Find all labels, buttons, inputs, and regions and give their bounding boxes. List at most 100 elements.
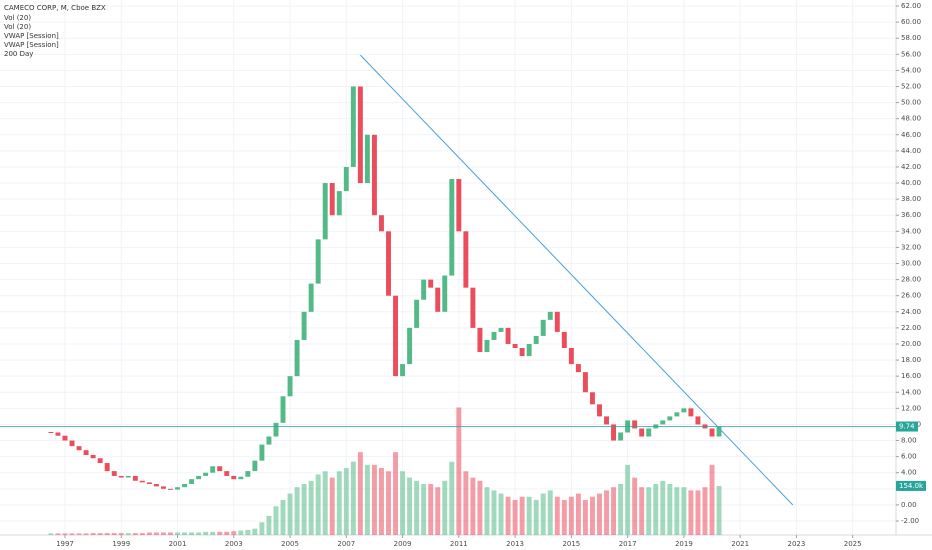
indicator-label: VWAP [Session] [4, 41, 59, 49]
volume-bar [632, 477, 638, 535]
y-tick-label: 34.00 [901, 227, 921, 235]
volume-bar [491, 490, 497, 535]
volume-bar [702, 487, 708, 535]
candle [160, 486, 166, 489]
volume-bar [498, 493, 504, 535]
volume-bar [512, 499, 518, 535]
y-tick-label: 56.00 [901, 50, 921, 58]
y-tick-label: 18.00 [901, 356, 921, 364]
y-tick-label: 16.00 [901, 372, 921, 380]
x-tick-label: 2009 [394, 540, 412, 548]
candle [435, 287, 441, 312]
y-tick-label: 26.00 [901, 292, 921, 300]
candle [69, 440, 75, 447]
volume-bar [618, 484, 624, 535]
volume-bar [97, 533, 103, 535]
volume-bar [168, 532, 173, 535]
price-tag-label: 9.74 [899, 423, 915, 431]
volume-bar [449, 461, 455, 535]
volume-bar [301, 484, 307, 535]
candle [48, 431, 54, 433]
volume-bar [294, 487, 300, 535]
volume-bar [611, 487, 617, 535]
volume-bar [76, 533, 82, 535]
volume-bar [55, 533, 61, 535]
volume-bar [716, 485, 722, 535]
candle [695, 416, 701, 425]
candle [491, 331, 497, 340]
x-tick-label: 1999 [112, 540, 130, 548]
candle [533, 335, 539, 344]
x-tick-label: 2023 [787, 540, 805, 548]
y-tick-label: 36.00 [901, 211, 921, 219]
volume-bar [308, 480, 314, 535]
candle [414, 299, 420, 328]
candle [660, 420, 666, 425]
candle [688, 408, 694, 417]
volume-bar [182, 532, 188, 535]
candle [104, 463, 110, 472]
volume-bar [400, 471, 406, 535]
candle [350, 86, 356, 167]
x-tick-label: 2021 [731, 540, 749, 548]
volume-bar [245, 529, 251, 535]
volume-bar [575, 493, 581, 535]
candle [568, 348, 574, 365]
volume-bar [421, 484, 427, 535]
indicator-label: Vol (20) [4, 23, 31, 31]
candle [343, 166, 349, 192]
volume-bar [477, 480, 483, 535]
volume-bar [470, 477, 476, 535]
candle [400, 364, 406, 377]
volume-bar [456, 407, 462, 535]
volume-bar [153, 532, 159, 535]
candle [259, 444, 265, 461]
candle [611, 424, 617, 441]
volume-bar [111, 533, 117, 535]
candle [540, 319, 546, 336]
candle [470, 287, 476, 328]
candle [83, 450, 89, 456]
y-tick-label: 40.00 [901, 179, 921, 187]
y-tick-label: 44.00 [901, 147, 921, 155]
volume-bar [435, 487, 441, 535]
volume-bar [393, 452, 398, 535]
candle [407, 327, 413, 365]
volume-bar [681, 487, 687, 535]
volume-bar [554, 496, 560, 535]
candle [132, 475, 138, 481]
volume-bar [484, 487, 490, 535]
volume-bar [160, 532, 166, 535]
candle [280, 396, 286, 423]
volume-bar [104, 533, 110, 535]
candle [111, 471, 117, 476]
volume-bar [505, 496, 511, 535]
y-tick-label: 38.00 [901, 195, 921, 203]
candle [217, 466, 223, 472]
volume-bar [224, 531, 230, 535]
y-tick-label: -2.00 [901, 517, 919, 525]
candle [597, 404, 602, 417]
candle [477, 327, 483, 353]
volume-bar [597, 493, 602, 535]
candle [646, 428, 652, 437]
volume-tag-label: 154.0k [899, 482, 924, 490]
volume-bar [231, 531, 237, 535]
x-tick-label: 2025 [844, 540, 862, 548]
volume-bar [533, 499, 539, 535]
volume-bar [252, 528, 258, 535]
candle [589, 392, 595, 405]
volume-bar [589, 496, 595, 535]
candle [97, 458, 103, 464]
x-tick-label: 2011 [450, 540, 468, 548]
x-tick-label: 2005 [281, 540, 299, 548]
volume-bar [547, 490, 553, 535]
volume-bar [238, 530, 244, 535]
x-tick-label: 2003 [225, 540, 243, 548]
volume-bar [540, 493, 546, 535]
candle [618, 432, 624, 441]
candle [182, 483, 188, 488]
candle [505, 327, 511, 344]
volume-bar [336, 471, 342, 535]
volume-bar [210, 531, 216, 535]
